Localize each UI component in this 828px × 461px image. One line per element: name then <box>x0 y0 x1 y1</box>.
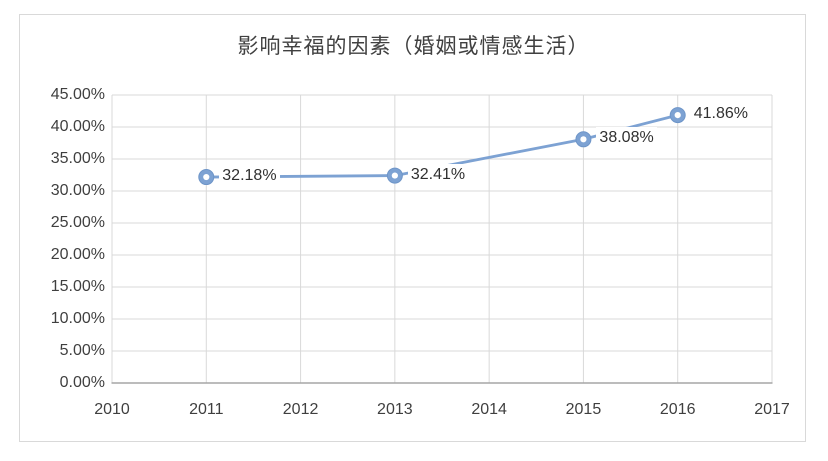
y-axis-tick-label: 40.00% <box>50 118 105 135</box>
y-axis-tick-label: 15.00% <box>50 278 105 295</box>
x-axis-tick-label: 2016 <box>659 401 696 418</box>
y-axis-tick-label: 45.00% <box>50 86 105 103</box>
y-axis-tick-label: 10.00% <box>50 310 105 327</box>
x-axis-tick-label: 2017 <box>754 401 790 418</box>
data-point-marker-hole <box>203 173 210 181</box>
y-axis-tick-label: 5.00% <box>59 342 105 359</box>
data-point-marker-hole <box>674 111 681 119</box>
y-axis-tick-label: 20.00% <box>50 246 105 263</box>
x-axis-tick-label: 2015 <box>565 401 602 418</box>
x-axis-tick-label: 2011 <box>189 401 224 418</box>
data-point-marker-hole <box>391 172 398 179</box>
chart-area-frame <box>19 14 806 442</box>
x-axis-tick-label: 2010 <box>94 401 130 418</box>
chart-title: 影响幸福的因素（婚姻或情感生活） <box>237 35 590 58</box>
x-axis-tick-label: 2012 <box>282 401 319 418</box>
data-point-label: 32.41% <box>407 163 469 186</box>
data-point-marker-hole <box>580 136 587 143</box>
y-axis-tick-label: 0.00% <box>59 374 105 391</box>
data-point-label: 32.18% <box>219 165 280 188</box>
x-axis-tick-label: 2013 <box>377 401 413 418</box>
y-axis-tick-label: 35.00% <box>50 150 105 167</box>
y-axis-tick-label: 25.00% <box>50 214 105 231</box>
data-point-label: 41.86% <box>690 103 751 126</box>
data-point-label: 38.08% <box>596 127 657 150</box>
y-axis-tick-label: 30.00% <box>50 182 105 199</box>
series-line <box>204 113 680 179</box>
x-axis-tick-label: 2014 <box>471 401 507 418</box>
